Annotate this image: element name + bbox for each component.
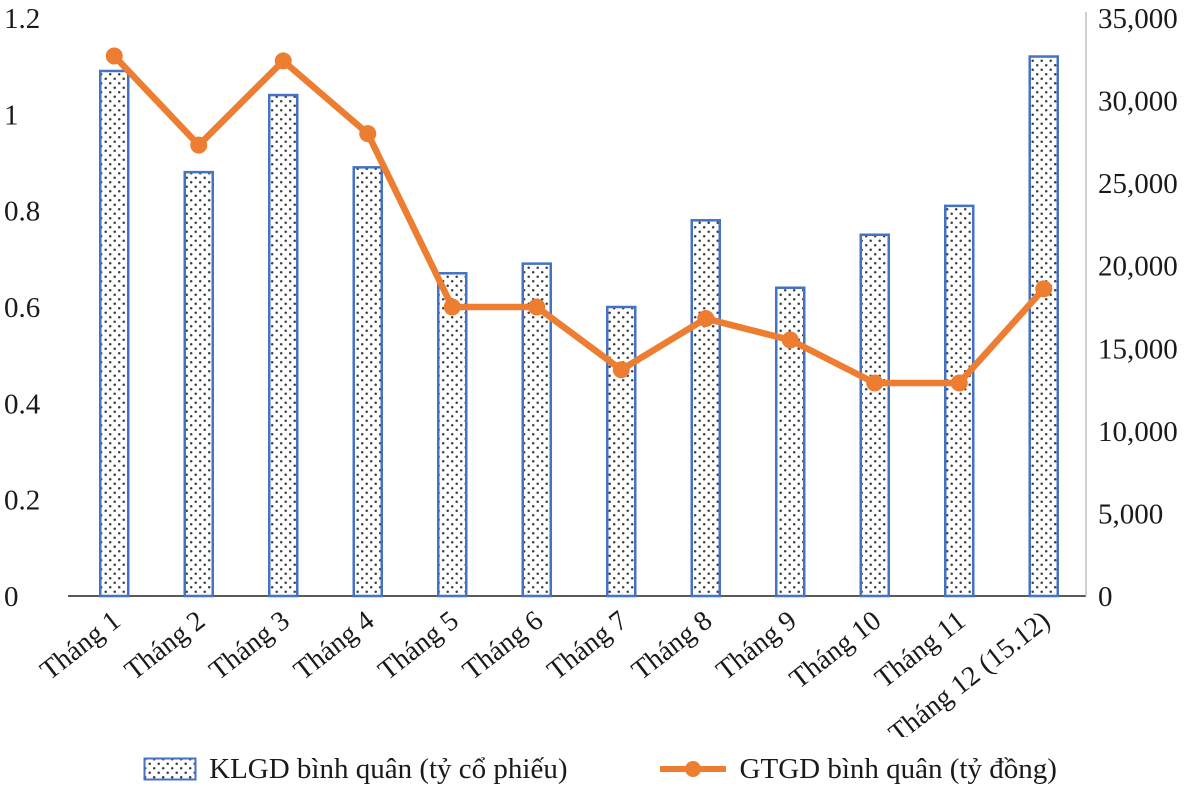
bar-10 bbox=[859, 233, 890, 598]
x-axis-label: Tháng 5 bbox=[373, 605, 465, 686]
right-axis-tick: 15,000 bbox=[1098, 333, 1178, 365]
line-swatch-marker bbox=[684, 761, 701, 777]
right-axis-tick: 20,000 bbox=[1098, 251, 1178, 283]
legend-item-klgd: KLGD bình quân (tỷ cổ phiếu) bbox=[143, 752, 568, 786]
gtgd-line bbox=[111, 52, 1047, 387]
bar-6 bbox=[521, 262, 552, 598]
legend-item-gtgd: GTGD bình quân (tỷ đồng) bbox=[658, 753, 1057, 786]
line-marker-7 bbox=[612, 361, 630, 379]
line-marker-5 bbox=[443, 298, 461, 316]
bar-2 bbox=[183, 170, 214, 598]
left-axis-tick: 1 bbox=[4, 99, 19, 131]
right-axis-tick: 25,000 bbox=[1098, 168, 1178, 200]
bar-1 bbox=[99, 69, 130, 598]
line-marker-8 bbox=[697, 310, 715, 328]
line-marker-1 bbox=[105, 47, 123, 65]
legend-label-klgd: KLGD bình quân (tỷ cổ phiếu) bbox=[209, 752, 568, 785]
left-axis-tick: 0.4 bbox=[4, 388, 41, 420]
bar-12 bbox=[1028, 55, 1059, 598]
line-marker-4 bbox=[359, 125, 377, 143]
x-axis-label: Tháng 4 bbox=[288, 605, 380, 686]
x-axis-label: Tháng 1 bbox=[35, 605, 127, 686]
x-axis-label: Tháng 2 bbox=[119, 605, 211, 686]
line-marker-11 bbox=[950, 374, 968, 392]
bar-8 bbox=[690, 219, 721, 598]
line-marker-6 bbox=[528, 298, 546, 316]
x-axis-label: Tháng 7 bbox=[542, 605, 634, 686]
line-marker-2 bbox=[190, 136, 208, 154]
right-axis-tick: 30,000 bbox=[1098, 86, 1178, 118]
x-axis-label: Tháng 10 bbox=[784, 605, 887, 695]
right-axis-tick: 5,000 bbox=[1098, 498, 1163, 530]
left-axis-tick: 1.2 bbox=[4, 3, 40, 35]
right-axis-tick: 0 bbox=[1098, 581, 1113, 613]
dotted-bar-swatch-icon bbox=[143, 757, 197, 781]
x-axis-label: Tháng 8 bbox=[626, 605, 718, 686]
bar-swatch-rect bbox=[143, 757, 197, 781]
bar-5 bbox=[437, 272, 468, 598]
bar-7 bbox=[606, 305, 637, 598]
legend-label-gtgd: GTGD bình quân (tỷ đồng) bbox=[739, 752, 1057, 785]
right-axis-tick: 35,000 bbox=[1098, 3, 1178, 35]
line-marker-10 bbox=[866, 374, 884, 392]
bar-4 bbox=[352, 166, 383, 598]
line-marker-9 bbox=[781, 331, 799, 349]
left-axis-tick: 0.6 bbox=[4, 292, 40, 324]
x-axis-label: Tháng 6 bbox=[457, 605, 549, 686]
chart-legend: KLGD bình quân (tỷ cổ phiếu) GTGD bình q… bbox=[0, 739, 1200, 799]
line-marker-12 bbox=[1035, 280, 1053, 298]
right-axis-tick: 10,000 bbox=[1098, 416, 1178, 448]
x-axis-label: Tháng 3 bbox=[204, 605, 296, 686]
line-marker-3 bbox=[274, 52, 292, 70]
left-axis-tick: 0.2 bbox=[4, 485, 40, 517]
left-axis-tick: 0.8 bbox=[4, 196, 40, 228]
line-marker-swatch-icon bbox=[659, 761, 726, 777]
bar-11 bbox=[944, 204, 975, 598]
left-axis-tick: 0 bbox=[4, 581, 19, 613]
bar-3 bbox=[268, 93, 299, 598]
chart-plot-area: 0 0.2 0.4 0.6 0.8 1 1.2 0 5,000 10,000 15,000 20,00… bbox=[4, 3, 1178, 750]
